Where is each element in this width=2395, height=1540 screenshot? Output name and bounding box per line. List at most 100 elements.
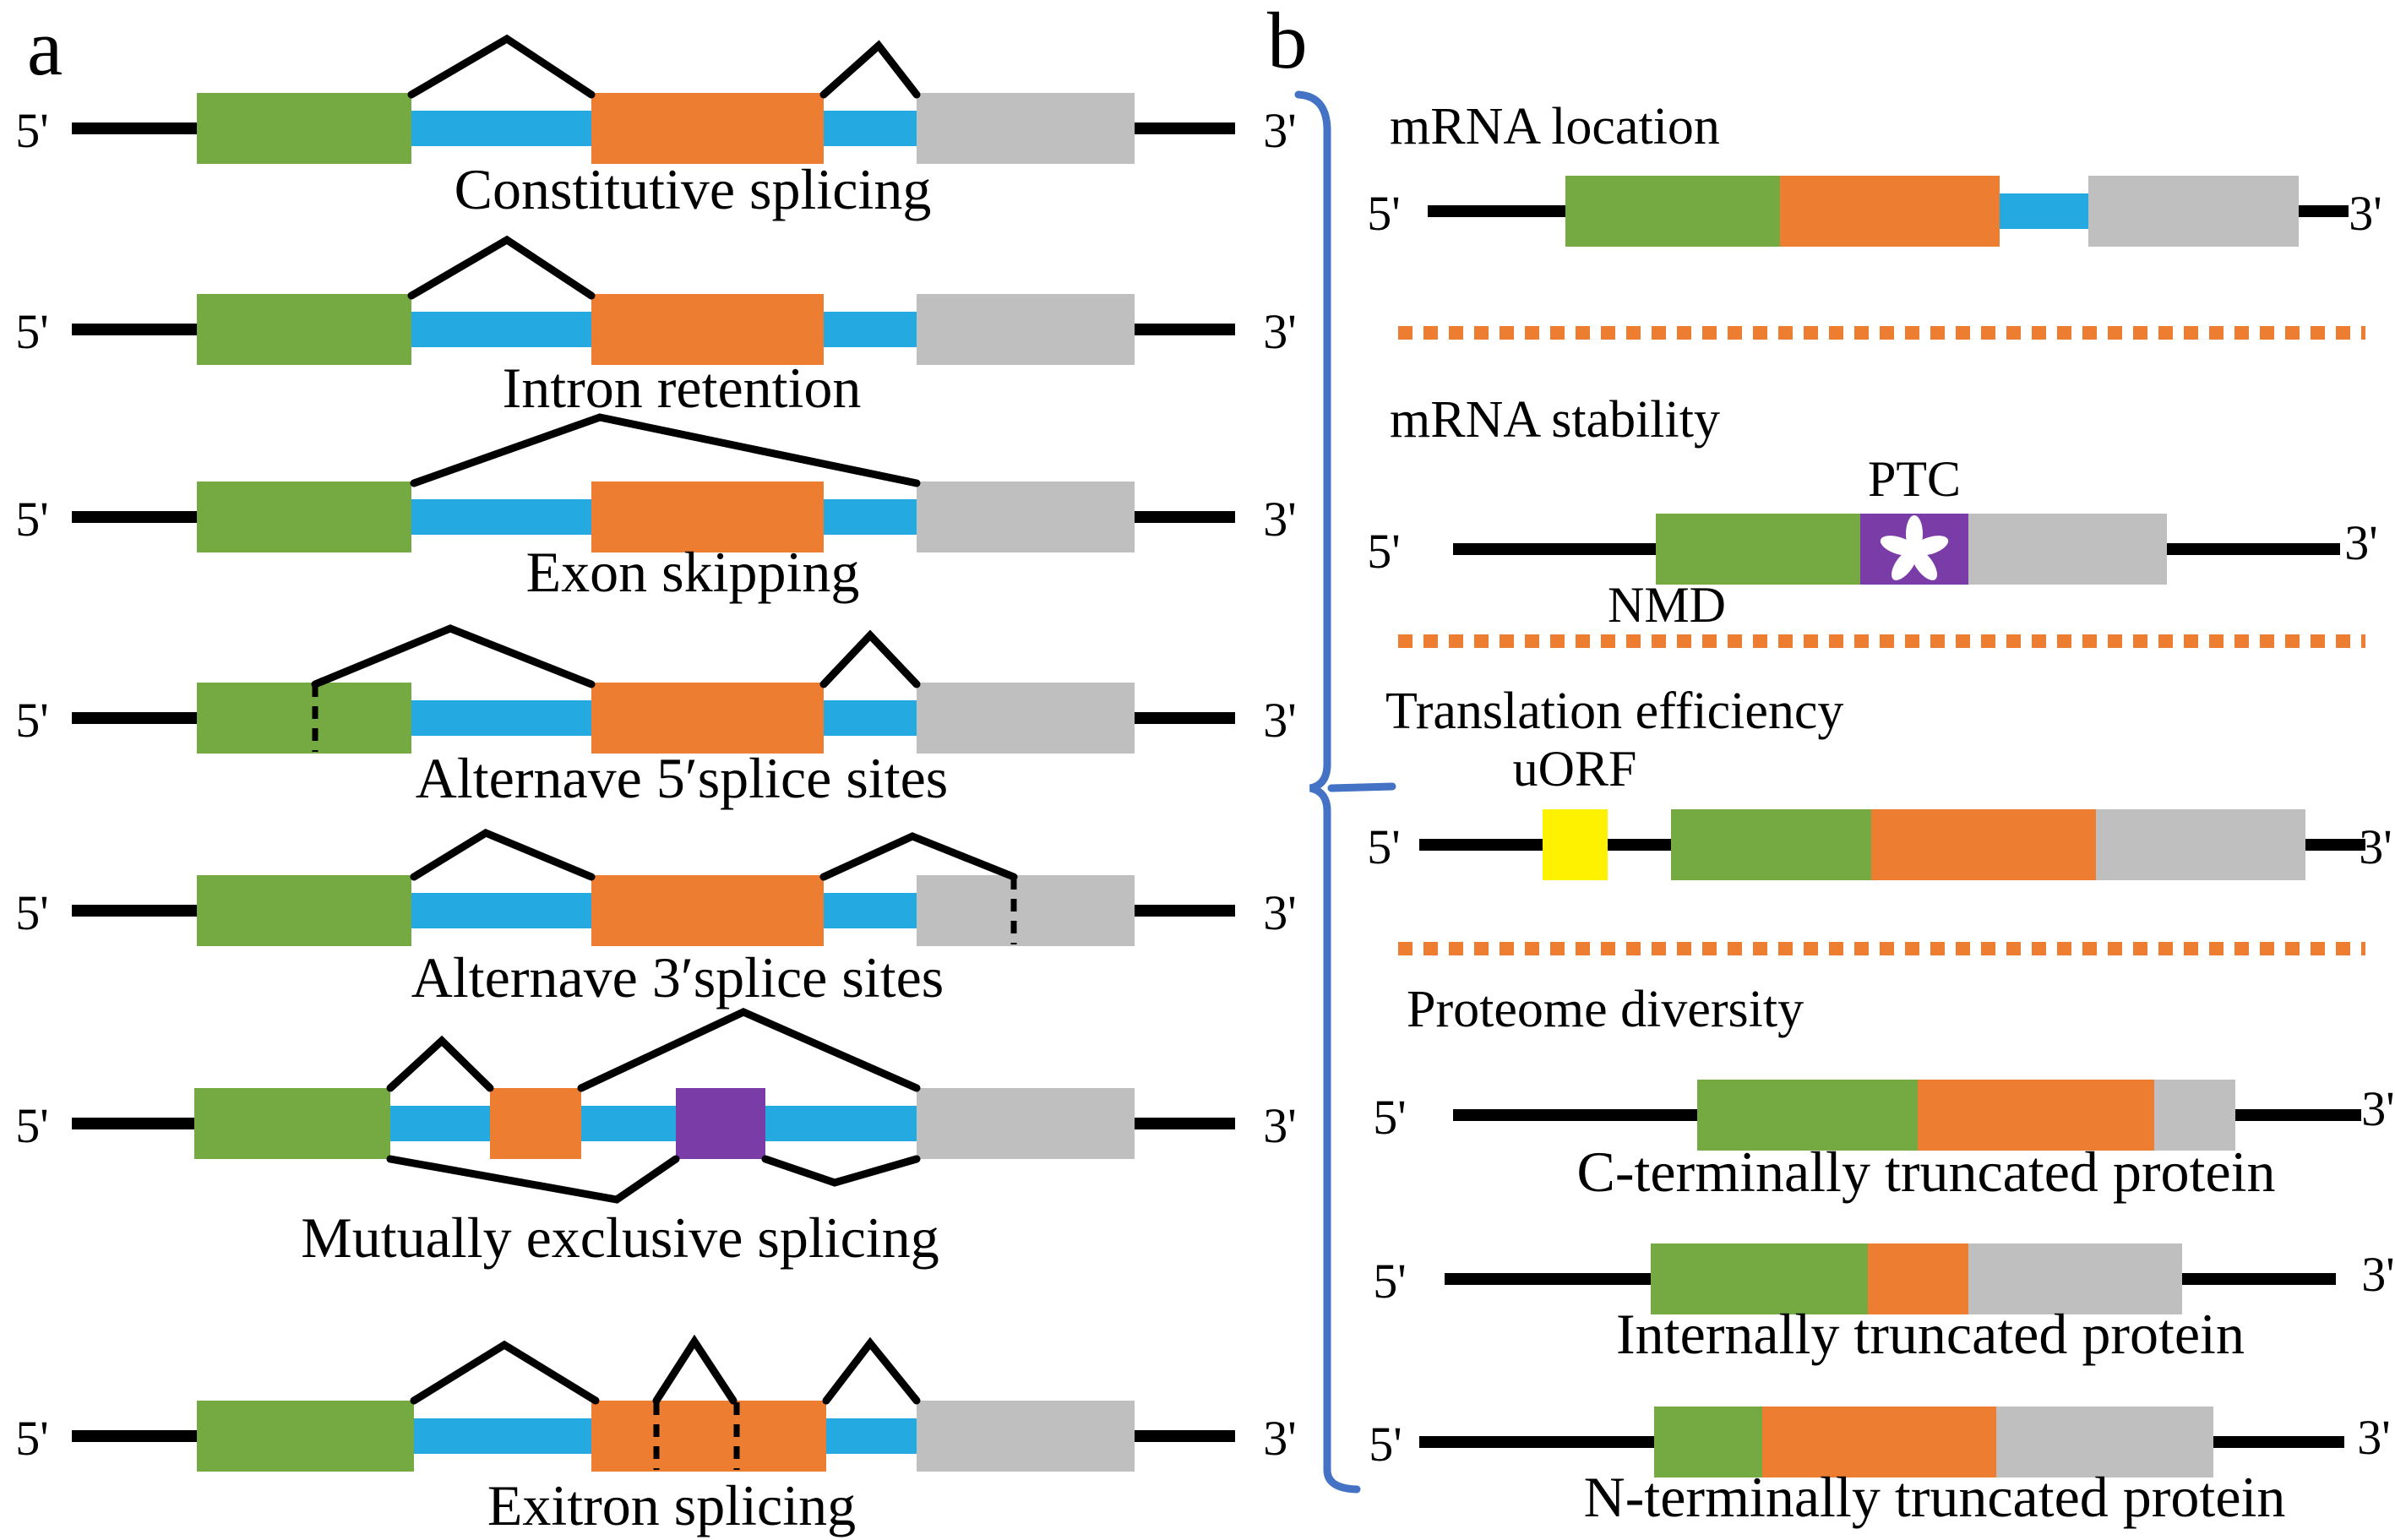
exon-box-gray xyxy=(917,1088,1135,1159)
exon-box-green xyxy=(1656,514,1860,585)
splice-junction-arc xyxy=(577,1008,921,1092)
uorf-box xyxy=(1543,809,1608,880)
section-heading-mrna-location: mRNA location xyxy=(1390,98,1720,155)
exon-box-orange xyxy=(1871,809,2096,880)
five-prime-label: 5' xyxy=(15,103,48,158)
exon-box-orange xyxy=(591,875,824,946)
row-translation-efficiency xyxy=(1419,809,2365,880)
exon-box-gray xyxy=(917,93,1135,164)
three-prime-label: 3' xyxy=(1263,1411,1296,1466)
exon-box-green xyxy=(194,1088,390,1159)
three-prime-label: 3' xyxy=(2357,1410,2390,1465)
splice-junction-arc xyxy=(652,1334,738,1405)
exon-box-gray xyxy=(917,294,1135,365)
uorf-label: uORF xyxy=(1513,741,1637,797)
exon-box-orange xyxy=(1868,1243,1968,1314)
three-prime-label: 3' xyxy=(1263,304,1296,359)
exon-box-orange xyxy=(591,294,824,365)
splice-junction-arc xyxy=(761,1155,921,1187)
panel-b-brace xyxy=(1294,90,1361,1494)
row-label-intron-retention: Intron retention xyxy=(503,356,862,420)
panel-a-diagrams xyxy=(72,34,1235,1472)
three-prime-label: 3' xyxy=(1263,693,1296,748)
splice-junction-arc xyxy=(819,629,921,688)
nmd-label: NMD xyxy=(1608,577,1726,633)
panel-b-brace-middle-tick xyxy=(1327,782,1396,792)
three-prime-label: 3' xyxy=(2349,186,2381,241)
exon-box-orange xyxy=(1918,1080,2154,1151)
exon-box-green xyxy=(197,875,411,946)
splice-junction-arc xyxy=(311,624,596,688)
section-heading-proteome: Proteome diversity xyxy=(1407,981,1804,1038)
row-mrna-location xyxy=(1428,176,2349,247)
exon-box-green xyxy=(197,294,411,365)
row-intron-retention xyxy=(72,235,1235,365)
row-exitron-splicing xyxy=(72,1334,1235,1472)
three-prime-label: 3' xyxy=(2361,1247,2394,1302)
section-heading-mrna-stability: mRNA stability xyxy=(1390,391,1720,449)
exon-box-orange xyxy=(591,482,824,552)
exon-box-orange xyxy=(591,1401,826,1472)
panel-b: b mRNA location mRNA stability Translati… xyxy=(1267,0,2395,1529)
panel-b-letter: b xyxy=(1267,0,1308,85)
row-label-mutually-exclusive: Mutually exclusive splicing xyxy=(301,1205,939,1270)
exon-box-gray xyxy=(1968,1243,2182,1314)
splice-junction-arc xyxy=(407,34,596,99)
splice-junction-arc xyxy=(407,235,596,300)
exon-box-green xyxy=(197,683,411,754)
intron-bar xyxy=(390,1106,917,1141)
exon-box-purple xyxy=(676,1088,765,1159)
panel-b-diagrams xyxy=(1419,176,2365,1477)
row-exon-skipping xyxy=(72,413,1235,552)
row-n-terminally-truncated xyxy=(1419,1407,2344,1477)
row-label-constitutive: Constitutive splicing xyxy=(455,157,932,221)
exon-box-gray xyxy=(2088,176,2299,247)
splice-junction-arc xyxy=(822,1336,921,1405)
row-c-terminally-truncated xyxy=(1453,1080,2361,1151)
splice-junction-arc xyxy=(386,1035,494,1092)
exon-box-green xyxy=(197,1401,414,1472)
exon-box-green xyxy=(197,93,411,164)
row-label-exon-skipping: Exon skipping xyxy=(526,540,860,604)
row-label-alt-5-splice: Alternave 5′splice sites xyxy=(416,746,948,810)
exon-box-gray xyxy=(917,1401,1135,1472)
five-prime-label: 5' xyxy=(15,885,48,940)
row-label-c-terminal: C-terminally truncated protein xyxy=(1576,1140,2275,1204)
five-prime-label: 5' xyxy=(15,1098,48,1153)
five-prime-label: 5' xyxy=(1369,1417,1402,1472)
exon-box-gray xyxy=(2096,809,2305,880)
exon-box-orange xyxy=(1780,176,2000,247)
five-prime-label: 5' xyxy=(1367,524,1400,579)
exon-box-green xyxy=(197,482,411,552)
three-prime-label: 3' xyxy=(2361,1081,2394,1136)
splice-junction-arc xyxy=(819,832,1018,881)
five-prime-label: 5' xyxy=(15,693,48,748)
row-label-alt-3-splice: Alternave 3′splice sites xyxy=(411,945,944,1009)
exon-box-gray xyxy=(2154,1080,2235,1151)
exon-box-gray xyxy=(1996,1407,2213,1477)
exon-box-green xyxy=(1565,176,1780,247)
exon-box-green xyxy=(1697,1080,1918,1151)
splice-junction-arc xyxy=(410,413,921,487)
row-label-internal: Internally truncated protein xyxy=(1616,1302,2245,1366)
exon-box-gray xyxy=(1968,514,2167,585)
exon-box-green xyxy=(1651,1243,1868,1314)
exon-box-gray xyxy=(917,683,1135,754)
row-alt-3-splice-sites xyxy=(72,828,1235,946)
five-prime-label: 5' xyxy=(15,304,48,359)
three-prime-label: 3' xyxy=(1263,103,1296,158)
splice-junction-arc xyxy=(410,828,596,881)
splice-junction-arc xyxy=(386,1155,680,1204)
ptc-label: PTC xyxy=(1868,451,1961,507)
exon-box-gray xyxy=(917,875,1135,946)
five-prime-label: 5' xyxy=(1373,1254,1406,1309)
three-prime-label: 3' xyxy=(2344,515,2377,570)
exon-box-gray xyxy=(917,482,1135,552)
exon-box-orange xyxy=(591,683,824,754)
exon-box-green xyxy=(1671,809,1871,880)
five-prime-label: 5' xyxy=(1373,1090,1406,1145)
exon-box-orange xyxy=(1762,1407,1996,1477)
five-prime-label: 5' xyxy=(1367,819,1400,874)
row-label-n-terminal: N-terminally truncated protein xyxy=(1584,1465,2286,1529)
